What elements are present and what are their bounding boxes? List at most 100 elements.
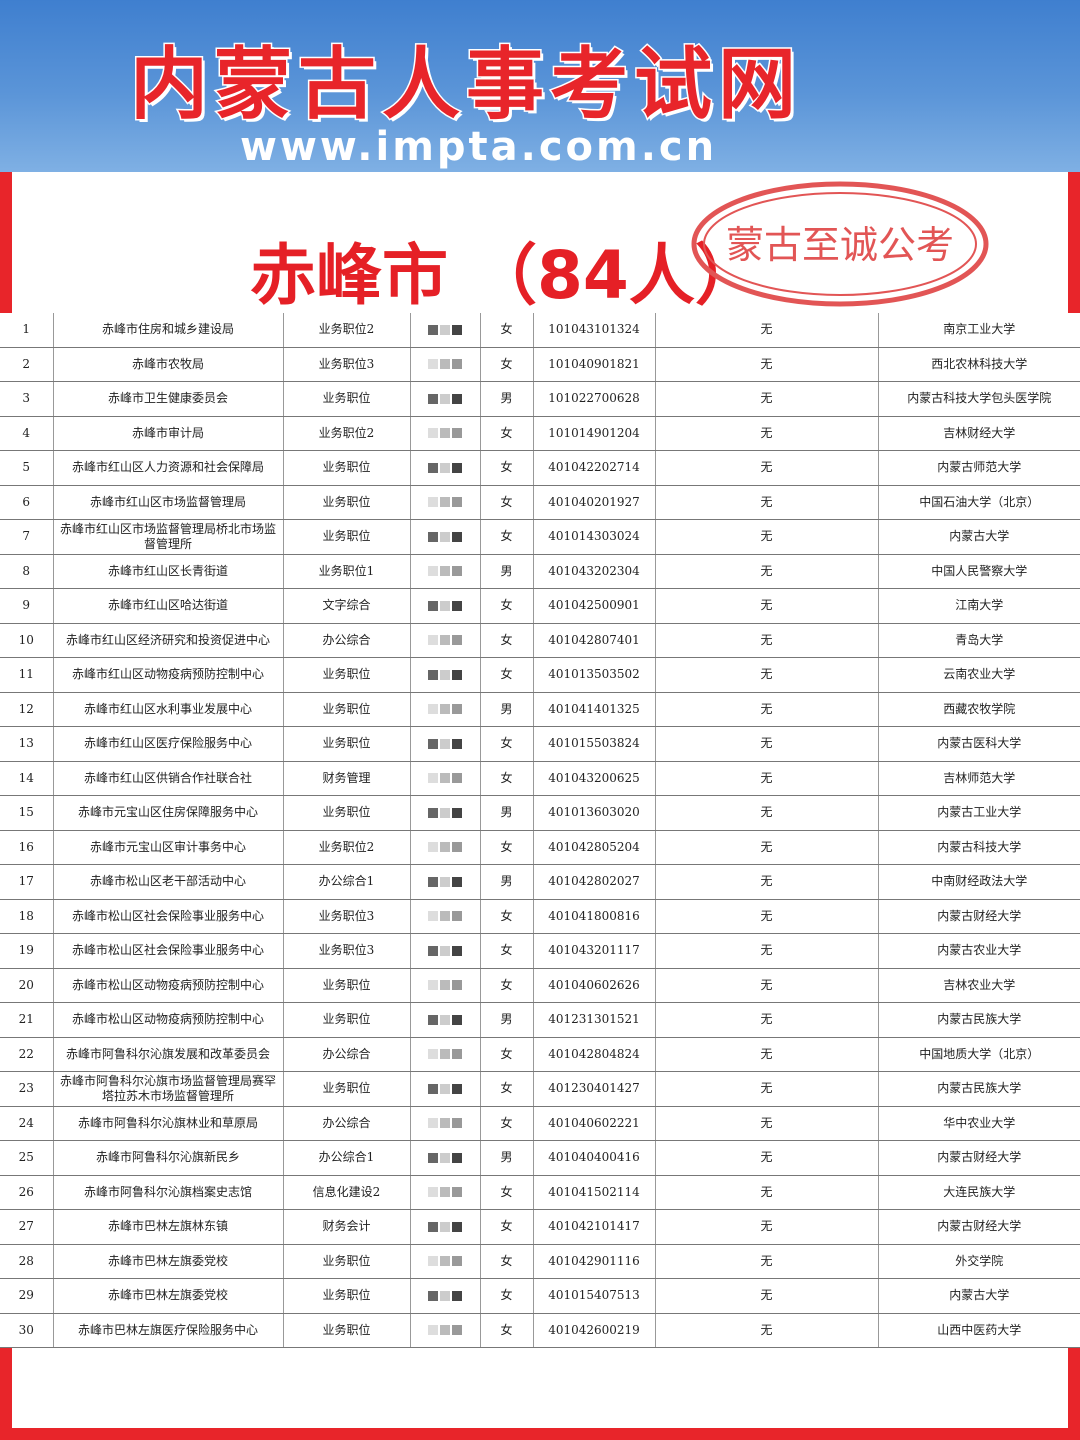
pixelation-block	[428, 462, 438, 473]
page-title: 赤峰市 （84人）	[250, 237, 761, 314]
department-cell: 赤峰市阿鲁科尔沁旗新民乡	[53, 1140, 284, 1176]
extra-cell: 无	[655, 1037, 879, 1072]
pixelation-block	[428, 704, 438, 715]
school-cell: 内蒙古财经大学	[878, 1140, 1080, 1176]
department-cell: 赤峰市松山区动物疫病预防控制中心	[53, 1002, 284, 1038]
exam-id-cell: 401014303024	[533, 519, 656, 555]
pixelation-block	[440, 531, 450, 542]
pixelation-block	[440, 911, 450, 922]
position-cell: 办公综合	[283, 1037, 411, 1072]
pixelation-block	[440, 1014, 450, 1025]
department-cell: 赤峰市红山区市场监督管理局	[53, 485, 284, 520]
name-cell-redacted	[410, 1071, 481, 1107]
pixelation-block	[428, 773, 438, 784]
school-cell: 内蒙古大学	[878, 1278, 1080, 1314]
position-cell: 业务职位	[283, 657, 411, 693]
pixelation-block	[428, 1256, 438, 1267]
extra-cell: 无	[655, 1106, 879, 1141]
name-cell-redacted	[410, 519, 481, 555]
name-cell-redacted	[410, 1002, 481, 1038]
pixelation-block	[440, 1290, 450, 1301]
pixelation-block	[428, 1325, 438, 1336]
pixelation-block	[452, 1083, 462, 1094]
department-cell: 赤峰市元宝山区住房保障服务中心	[53, 795, 284, 831]
name-cell-redacted	[410, 450, 481, 486]
table-row: 7 赤峰市红山区市场监督管理局桥北市场监督管理所 业务职位 女 401014303024…	[0, 519, 1080, 555]
school-cell: 山西中医药大学	[878, 1313, 1080, 1348]
school-cell: 内蒙古医科大学	[878, 726, 1080, 762]
pixelation-block	[452, 1187, 462, 1198]
table-row: 13 赤峰市红山区医疗保险服务中心 业务职位 女 401015503824 无内蒙古医科大…	[0, 726, 1080, 762]
pixelation-block	[428, 1118, 438, 1129]
table-row: 5 赤峰市红山区人力资源和社会保障局 业务职位 女 401042202714 无内蒙古师范…	[0, 450, 1080, 486]
extra-cell: 无	[655, 864, 879, 900]
row-number: 19	[0, 933, 54, 969]
gender-cell: 女	[480, 1313, 534, 1348]
pixelation-block	[440, 1221, 450, 1232]
gender-cell: 女	[480, 519, 534, 555]
department-cell: 赤峰市巴林左旗委党校	[53, 1278, 284, 1314]
position-cell: 业务职位3	[283, 933, 411, 969]
school-cell: 中国石油大学（北京）	[878, 485, 1080, 520]
row-number: 21	[0, 1002, 54, 1038]
pixelation-block	[440, 773, 450, 784]
row-number: 29	[0, 1278, 54, 1314]
school-cell: 中国人民警察大学	[878, 554, 1080, 589]
school-cell: 吉林农业大学	[878, 968, 1080, 1003]
pixelation-block	[440, 669, 450, 680]
exam-id-cell: 401040602626	[533, 968, 656, 1003]
row-number: 6	[0, 485, 54, 520]
row-number: 10	[0, 623, 54, 658]
name-cell-redacted	[410, 1313, 481, 1348]
extra-cell: 无	[655, 1140, 879, 1176]
gender-cell: 女	[480, 968, 534, 1003]
pixelation-block	[440, 600, 450, 611]
gender-cell: 女	[480, 416, 534, 451]
department-cell: 赤峰市松山区老干部活动中心	[53, 864, 284, 900]
row-number: 7	[0, 519, 54, 555]
name-cell-redacted	[410, 692, 481, 727]
school-cell: 内蒙古大学	[878, 519, 1080, 555]
pixelation-block	[428, 669, 438, 680]
pixelation-block	[428, 324, 438, 335]
gender-cell: 男	[480, 1140, 534, 1176]
department-cell: 赤峰市红山区水利事业发展中心	[53, 692, 284, 727]
school-cell: 西藏农牧学院	[878, 692, 1080, 727]
position-cell: 业务职位	[283, 1244, 411, 1279]
table-row: 11 赤峰市红山区动物疫病预防控制中心 业务职位 女 401013503502 无云南农业…	[0, 657, 1080, 693]
pixelation-block	[440, 324, 450, 335]
position-cell: 财务会计	[283, 1209, 411, 1245]
exam-id-cell: 401042101417	[533, 1209, 656, 1245]
row-number: 8	[0, 554, 54, 589]
department-cell: 赤峰市红山区医疗保险服务中心	[53, 726, 284, 762]
row-number: 4	[0, 416, 54, 451]
position-cell: 业务职位	[283, 795, 411, 831]
pixelation-block	[452, 1049, 462, 1060]
exam-id-cell: 401013603020	[533, 795, 656, 831]
school-cell: 青岛大学	[878, 623, 1080, 658]
department-cell: 赤峰市巴林左旗医疗保险服务中心	[53, 1313, 284, 1348]
department-cell: 赤峰市巴林左旗委党校	[53, 1244, 284, 1279]
school-cell: 大连民族大学	[878, 1175, 1080, 1210]
school-cell: 内蒙古科技大学	[878, 830, 1080, 865]
extra-cell: 无	[655, 485, 879, 520]
pixelation-block	[452, 497, 462, 508]
pixelation-block	[428, 1187, 438, 1198]
extra-cell: 无	[655, 933, 879, 969]
extra-cell: 无	[655, 1071, 879, 1107]
exam-id-cell: 401231301521	[533, 1002, 656, 1038]
position-cell: 业务职位	[283, 485, 411, 520]
pixelation-block	[452, 773, 462, 784]
pixelation-block	[440, 497, 450, 508]
name-cell-redacted	[410, 1140, 481, 1176]
school-cell: 内蒙古民族大学	[878, 1002, 1080, 1038]
row-number: 24	[0, 1106, 54, 1141]
exam-id-cell: 401040201927	[533, 485, 656, 520]
department-cell: 赤峰市红山区市场监督管理局桥北市场监督管理所	[53, 519, 284, 555]
department-cell: 赤峰市元宝山区审计事务中心	[53, 830, 284, 865]
exam-id-cell: 401043200625	[533, 761, 656, 796]
pixelation-block	[452, 1221, 462, 1232]
pixelation-block	[440, 1118, 450, 1129]
extra-cell: 无	[655, 1175, 879, 1210]
department-cell: 赤峰市阿鲁科尔沁旗发展和改革委员会	[53, 1037, 284, 1072]
